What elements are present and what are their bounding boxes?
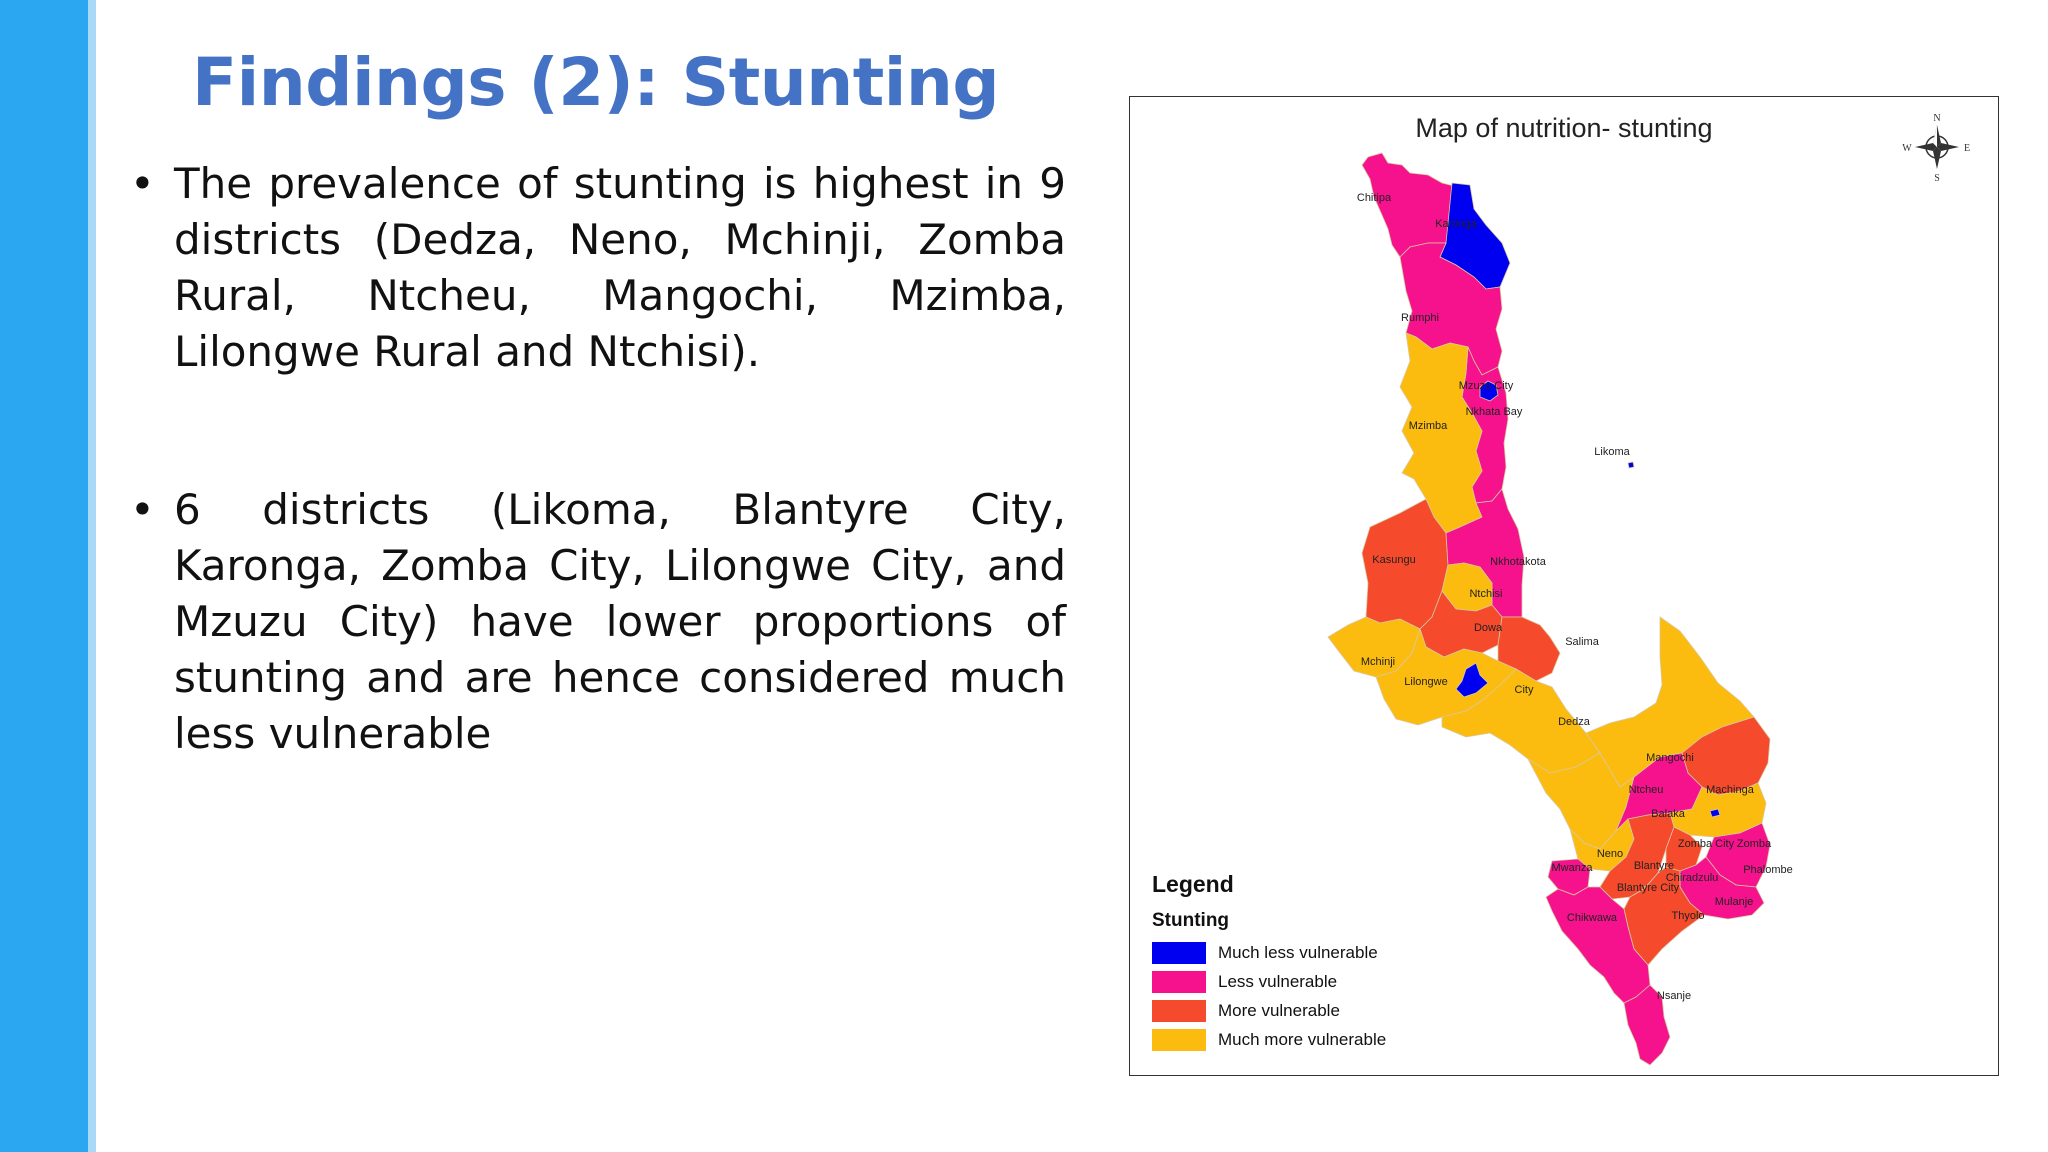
district-dedza [1441,668,1601,774]
district-label-city: City [1515,684,1534,696]
compass-rose-icon: N S E W [1902,113,1970,184]
district-label-blantyre: Blantyre [1634,860,1674,872]
bullet-item: • The prevalence of stunting is highest … [130,156,1066,380]
district-label-dowa: Dowa [1474,622,1503,634]
district-label-dedza: Dedza [1558,716,1591,728]
district-zomba-city [1709,808,1721,818]
district-label-chikwawa: Chikwawa [1567,912,1618,924]
district-mzuzu-city [1479,380,1499,402]
bullet-item: • 6 districts (Likoma, Blantyre City, Ka… [130,482,1066,762]
district-label-ntcheu: Ntcheu [1629,784,1664,796]
district-label-mulanje: Mulanje [1715,896,1754,908]
district-label-zomba-city: Zomba City [1678,838,1735,850]
district-label-zomba: Zomba [1737,838,1772,850]
legend-swatch [1152,999,1206,1022]
district-label-balaka: Balaka [1651,808,1686,820]
district-label-mchinji: Mchinji [1361,656,1395,668]
legend-label: More vulnerable [1218,1000,1340,1020]
district-label-mangochi: Mangochi [1646,752,1694,764]
legend-swatch [1152,1028,1206,1051]
legend-title: Legend [1152,871,1234,897]
map-legend: Legend Stunting Much less vulnerable Les… [1152,871,1386,1054]
legend-item: More vulnerable [1152,996,1386,1025]
district-label-blantyre-city: Blantyre City [1617,882,1680,894]
district-label-mzimba: Mzimba [1409,420,1448,432]
district-likoma [1627,461,1635,469]
map-canvas: Chitipa Karonga Rumphi Mzuzu City Nkhata Bay… [1327,113,1970,1066]
legend-label: Much less vulnerable [1218,942,1378,962]
district-label-machinga: Machinga [1706,784,1755,796]
district-nsanje [1623,984,1671,1066]
bullet-list: • The prevalence of stunting is highest … [130,156,1066,864]
legend-item: Much more vulnerable [1152,1025,1386,1054]
legend-swatch [1152,970,1206,993]
legend-subtitle: Stunting [1152,910,1230,931]
legend-swatch [1152,941,1206,964]
compass-s-label: S [1934,173,1940,184]
legend-item: Less vulnerable [1152,967,1386,996]
bullet-dot-icon: • [130,485,155,534]
district-label-nkhotakota: Nkhotakota [1490,556,1547,568]
district-label-rumphi: Rumphi [1401,312,1439,324]
district-label-likoma: Likoma [1594,446,1630,458]
compass-n-label: N [1933,113,1940,124]
legend-label: Much more vulnerable [1218,1029,1387,1049]
sidebar-accent-stripe [88,0,96,1152]
district-label-thyolo: Thyolo [1671,910,1704,922]
district-label-mzuzu-city: Mzuzu City [1459,380,1514,392]
district-label-ntchisi: Ntchisi [1469,588,1502,600]
district-label-karonga: Karonga [1435,218,1477,230]
district-label-mwanza: Mwanza [1552,862,1594,874]
district-label-salima: Salima [1565,636,1600,648]
bullet-dot-icon: • [130,159,155,208]
district-label-nsanje: Nsanje [1657,990,1691,1002]
slide-title: Findings (2): Stunting [192,44,1000,121]
district-label-chiradzulu: Chiradzulu [1666,872,1719,884]
map-title: Map of nutrition- stunting [1415,113,1713,143]
district-label-nkhata-bay: Nkhata Bay [1466,406,1523,418]
sidebar-accent-bar [0,0,88,1152]
legend-item: Much less vulnerable [1152,938,1386,967]
district-chitipa [1361,152,1459,258]
district-salima [1497,616,1561,682]
compass-e-label: E [1964,143,1970,154]
district-label-chitipa: Chitipa [1357,192,1392,204]
map-figure: Chitipa Karonga Rumphi Mzuzu City Nkhata Bay… [1129,96,1999,1076]
bullet-text: 6 districts (Likoma, Blantyre City, Karo… [174,485,1066,758]
district-label-neno: Neno [1597,848,1623,860]
legend-label: Less vulnerable [1218,971,1338,991]
district-label-lilongwe: Lilongwe [1404,676,1447,688]
district-label-kasungu: Kasungu [1372,554,1415,566]
compass-w-label: W [1902,143,1912,154]
district-labels: Chitipa Karonga Rumphi Mzuzu City Nkhata Bay… [1357,192,1793,1002]
district-lilongwe-city [1455,662,1489,698]
bullet-text: The prevalence of stunting is highest in… [174,159,1066,376]
district-label-phalombe: Phalombe [1743,864,1793,876]
